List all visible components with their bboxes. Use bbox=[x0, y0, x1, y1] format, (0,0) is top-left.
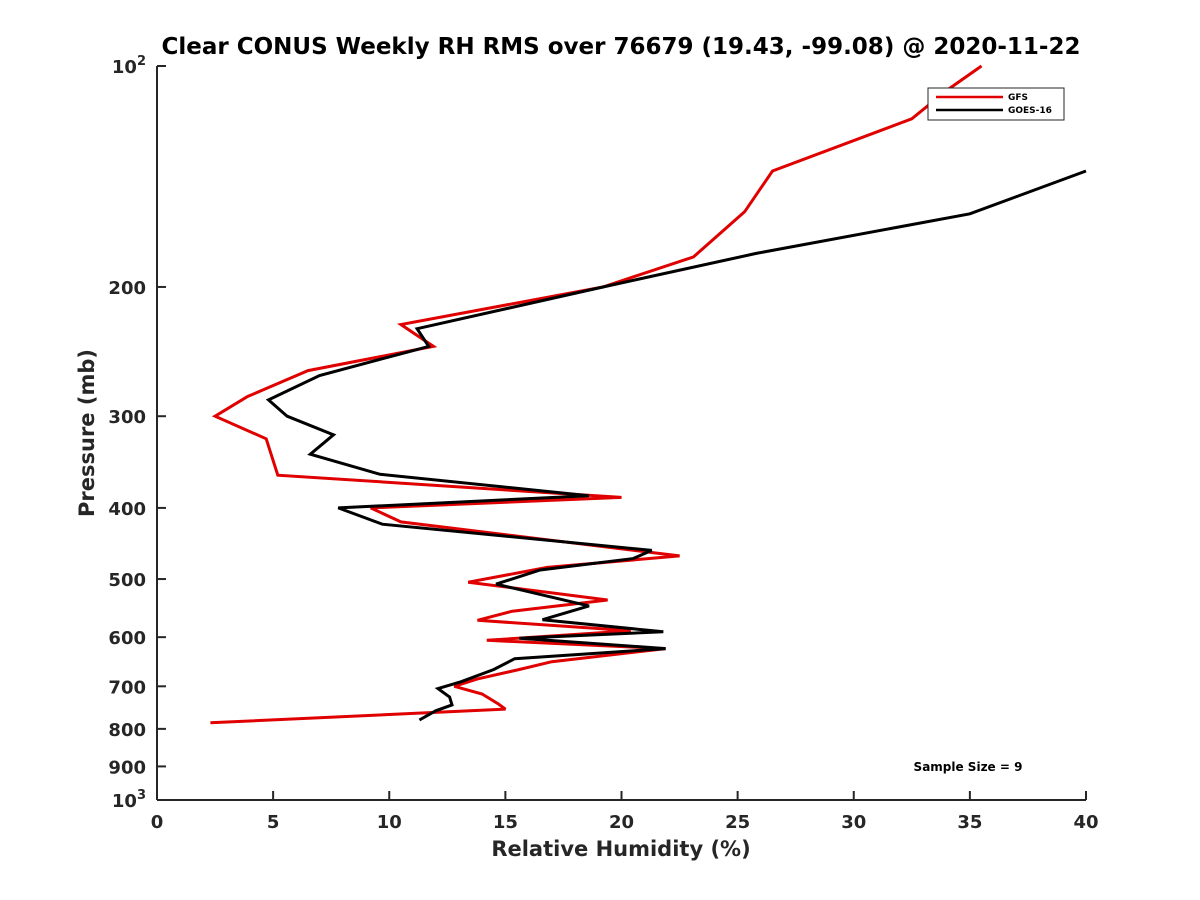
axes-layer: 0 5 10 15 20 25 30 35 40 102 200 300 400 500 600 700 800… bbox=[108, 54, 1098, 833]
x-tick-label: 15 bbox=[493, 812, 518, 833]
series-line-goes16 bbox=[265, 169, 1087, 722]
x-axis-label: Relative Humidity (%) bbox=[491, 837, 750, 861]
y-tick-label: 102 bbox=[112, 54, 146, 78]
chart-title: Clear CONUS Weekly RH RMS over 76679 (19… bbox=[162, 34, 1081, 60]
legend-label-goes16: GOES-16 bbox=[1008, 106, 1052, 116]
legend: GFS GOES-16 bbox=[927, 87, 1065, 121]
y-tick-label: 600 bbox=[108, 628, 146, 649]
x-tick-label: 35 bbox=[957, 812, 982, 833]
x-tick-label: 10 bbox=[377, 812, 402, 833]
y-tick-label: 500 bbox=[108, 570, 146, 591]
x-tick-label: 5 bbox=[267, 812, 280, 833]
data-layer bbox=[210, 64, 1087, 725]
legend-box bbox=[927, 87, 1065, 121]
legend-label-gfs: GFS bbox=[1008, 93, 1028, 103]
y-tick-label: 103 bbox=[112, 788, 146, 812]
y-tick-label: 800 bbox=[108, 720, 146, 741]
y-tick-label: 400 bbox=[108, 499, 146, 520]
y-tick-label: 700 bbox=[108, 677, 146, 698]
y-tick-label: 900 bbox=[108, 757, 146, 778]
x-tick-label: 25 bbox=[725, 812, 750, 833]
y-tick-label: 200 bbox=[108, 278, 146, 299]
x-tick-label: 0 bbox=[151, 812, 164, 833]
x-tick-label: 40 bbox=[1073, 812, 1098, 833]
x-tick-label: 30 bbox=[841, 812, 866, 833]
y-tick-label: 300 bbox=[108, 407, 146, 428]
x-tick-label: 20 bbox=[609, 812, 634, 833]
sample-size-annotation: Sample Size = 9 bbox=[914, 760, 1023, 774]
y-axis-label: Pressure (mb) bbox=[75, 349, 99, 517]
